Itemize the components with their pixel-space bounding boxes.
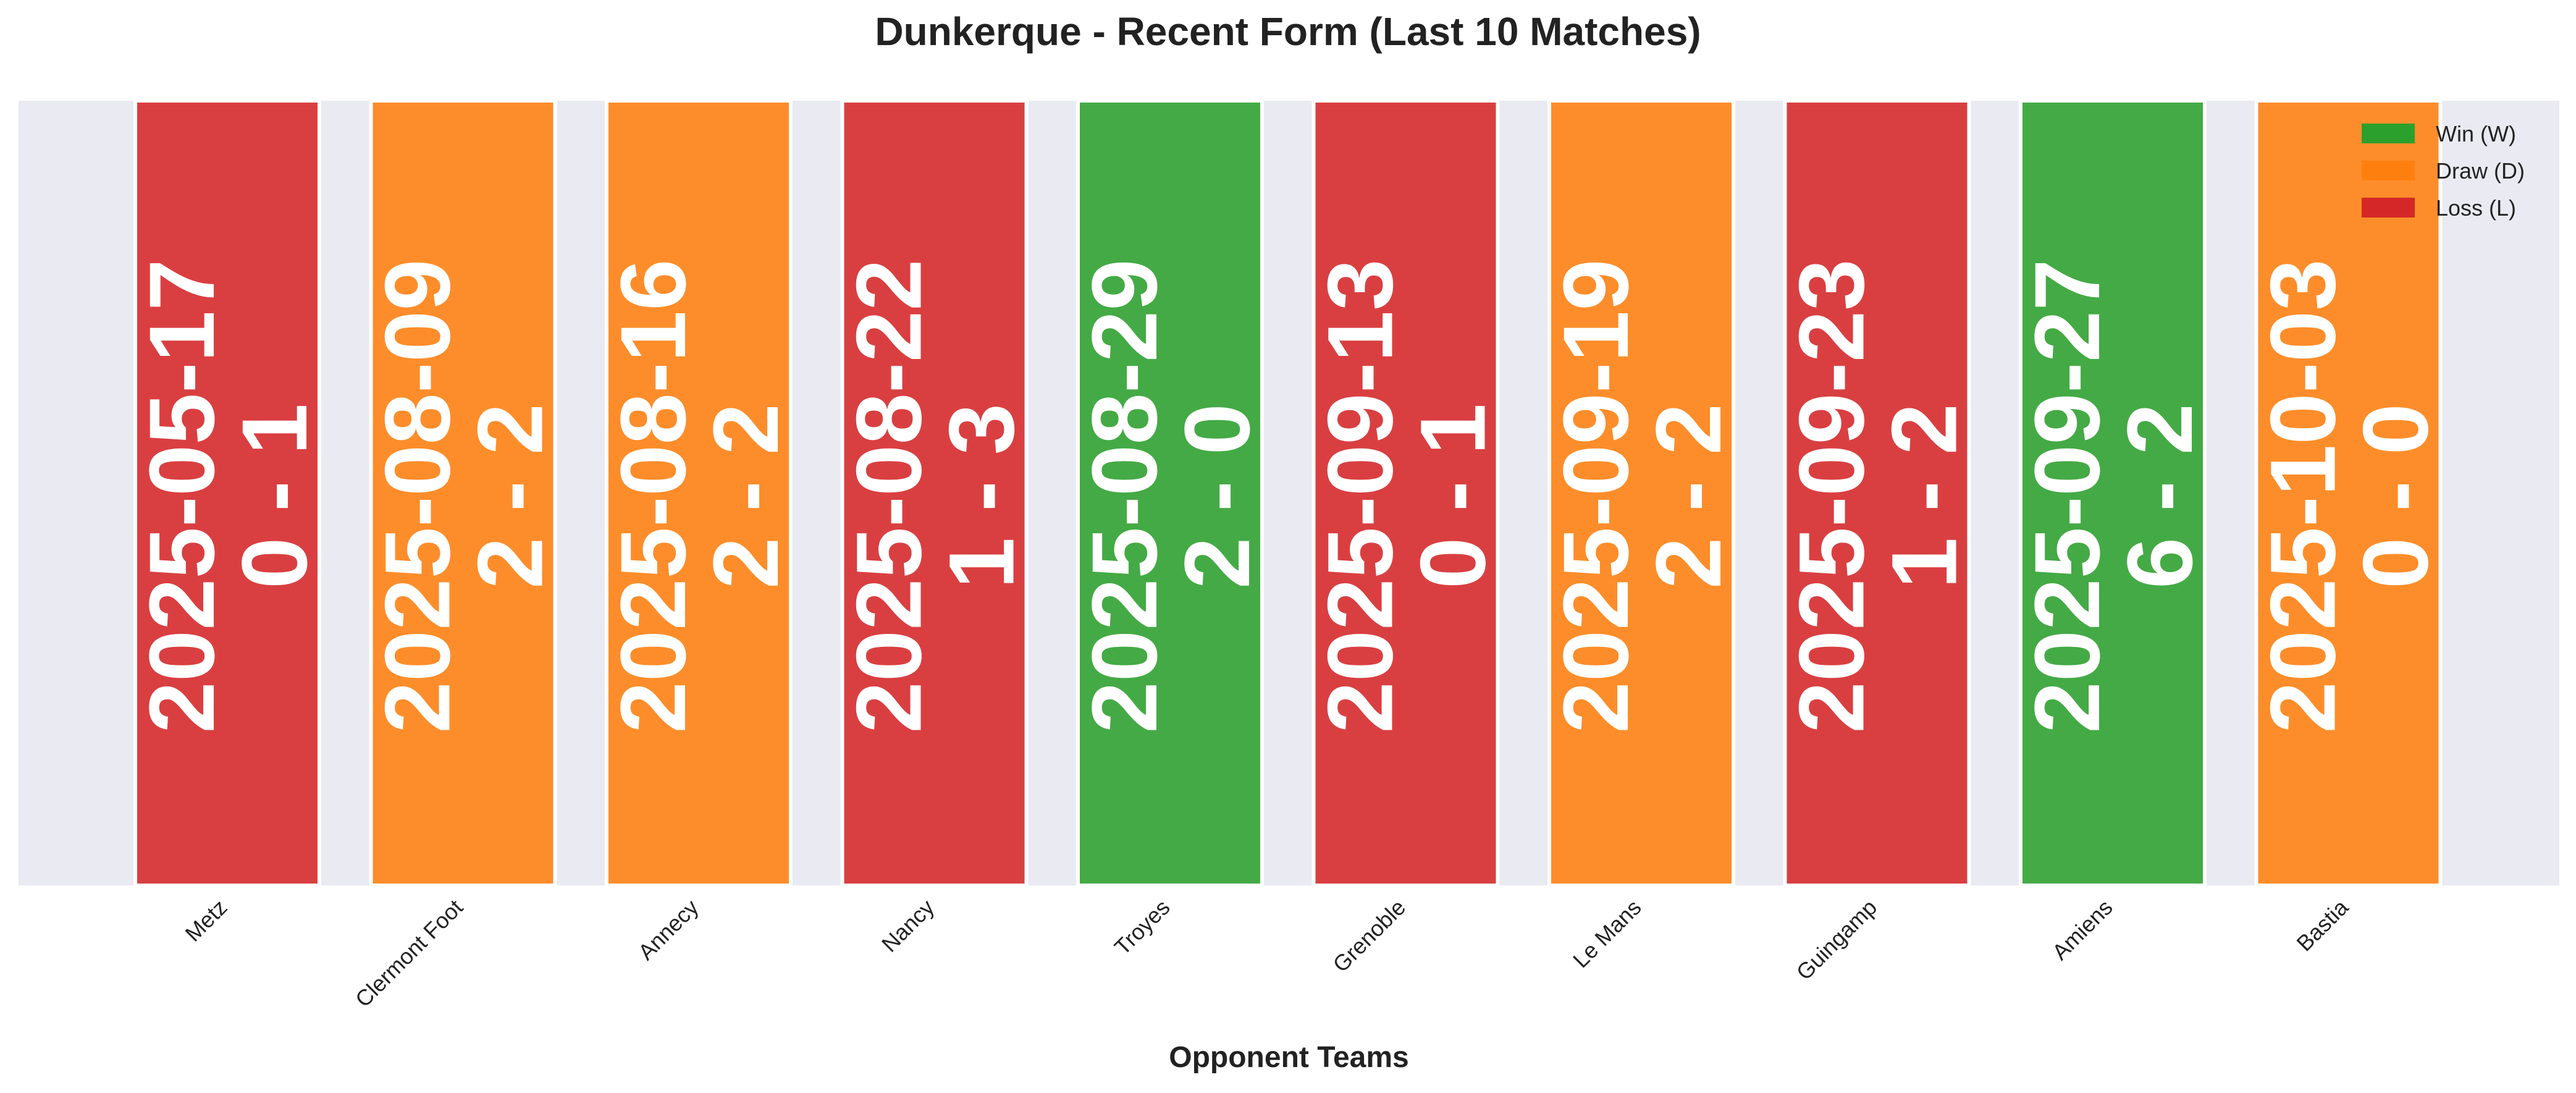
bar-value-label: 2025-09-130 - 1 [1308,259,1505,733]
bar-value-label: 2025-05-170 - 1 [130,259,326,733]
match-date: 2025-08-09 [366,259,469,733]
match-bar [1311,99,1500,887]
match-score: 1 - 3 [930,403,1033,589]
match-bar [605,99,793,887]
match-bar [1076,99,1264,887]
x-tick-label: Clermont Foot [350,895,468,1012]
x-tick-label: Amiens [2047,895,2118,965]
legend-label: Loss (L) [2436,195,2516,221]
match-bar [840,99,1029,887]
legend-swatch [2362,161,2415,180]
bar-value-label: 2025-10-030 - 0 [2251,259,2448,733]
match-bar [133,99,321,887]
legend-item: Draw (D) [2362,158,2525,184]
match-date: 2025-09-27 [2015,259,2119,733]
legend-label: Draw (D) [2436,158,2525,184]
bar-value-label: 2025-09-231 - 2 [1780,259,1976,733]
bar-value-label: 2025-08-092 - 2 [366,259,562,733]
x-axis-label: Opponent Teams [1169,1041,1408,1074]
match-score: 6 - 2 [2108,403,2212,589]
match-bar [2019,99,2207,887]
match-score: 1 - 2 [1872,403,1976,589]
match-bar [1547,99,1735,887]
match-score: 0 - 0 [2344,403,2448,589]
x-tick-label: Guingamp [1791,895,1882,985]
bar-value-label: 2025-09-192 - 2 [1544,259,1740,733]
match-bar-group: 2025-09-130 - 1 [1308,99,1505,887]
x-tick-label: Troyes [1109,895,1175,960]
bar-value-label: 2025-08-162 - 2 [601,259,798,733]
match-date: 2025-08-29 [1072,259,1176,733]
legend-item: Win (W) [2362,121,2516,146]
match-bar-group: 2025-09-276 - 2 [2015,99,2212,887]
match-date: 2025-09-19 [1544,259,1648,733]
match-bar [369,99,557,887]
x-tick-label: Annecy [633,895,704,965]
match-score: 0 - 1 [222,403,326,589]
x-tick-labels: Metz Clermont Foot Annecy Nancy Troyes Grenob… [180,894,2354,1012]
match-date: 2025-05-17 [130,259,234,733]
bar-value-label: 2025-08-221 - 3 [837,259,1033,733]
x-tick-label: Le Mans [1568,895,1646,973]
x-tick-label: Nancy [877,895,939,957]
match-bar [2254,99,2443,887]
match-score: 2 - 2 [1636,403,1740,589]
match-date: 2025-09-23 [1780,259,1884,733]
legend-swatch [2362,198,2415,217]
match-bar-group: 2025-08-162 - 2 [601,99,798,887]
bars-layer: 2025-05-170 - 1 2025-08-092 - 2 2025-08-16… [130,99,2448,887]
legend-item: Loss (L) [2362,195,2516,221]
chart-title: Dunkerque - Recent Form (Last 10 Matches… [875,9,1701,54]
match-bar-group: 2025-09-231 - 2 [1780,99,1976,887]
match-date: 2025-08-16 [601,259,705,733]
match-date: 2025-09-13 [1308,259,1412,733]
match-score: 2 - 2 [694,403,798,589]
legend-swatch [2362,124,2415,143]
match-bar-group: 2025-08-292 - 0 [1072,99,1269,887]
match-date: 2025-10-03 [2251,259,2355,733]
legend-label: Win (W) [2436,121,2516,146]
match-date: 2025-08-22 [837,259,941,733]
match-score: 2 - 0 [1165,403,1269,589]
match-bar [1783,99,1971,887]
bar-value-label: 2025-09-276 - 2 [2015,259,2212,733]
legend: Win (W) Draw (D) Loss (L) [2362,121,2525,221]
match-score: 2 - 2 [458,403,562,589]
match-bar-group: 2025-08-221 - 3 [837,99,1033,887]
bar-value-label: 2025-08-292 - 0 [1072,259,1269,733]
match-bar-group: 2025-09-192 - 2 [1544,99,1740,887]
x-tick-label: Grenoble [1328,895,1410,977]
match-bar-group: 2025-05-170 - 1 [130,99,326,887]
match-bar-group: 2025-08-092 - 2 [366,99,562,887]
x-tick-label: Bastia [2291,894,2353,956]
x-tick-label: Metz [180,895,232,947]
match-bar-group: 2025-10-030 - 0 [2251,99,2448,887]
match-score: 0 - 1 [1401,403,1505,589]
